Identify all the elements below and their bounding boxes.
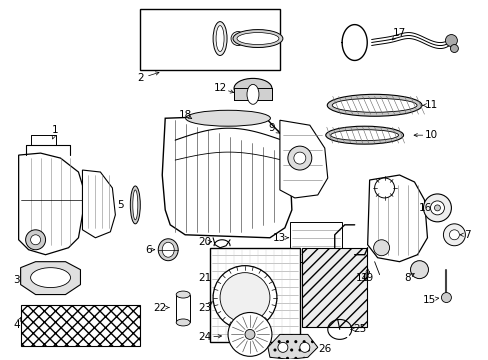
Circle shape [429,201,444,215]
Text: 3: 3 [13,275,20,285]
Circle shape [449,45,457,53]
Bar [20,305,140,346]
Bar [140,9,279,71]
Text: 12: 12 [213,84,226,93]
Text: 6: 6 [144,245,151,255]
Ellipse shape [185,110,270,126]
Ellipse shape [176,319,190,326]
Circle shape [25,230,45,250]
Ellipse shape [330,130,398,141]
Text: 9: 9 [268,123,275,133]
Polygon shape [267,334,317,359]
Ellipse shape [233,30,283,48]
Text: 2: 2 [137,73,143,84]
Text: 10: 10 [424,130,437,140]
Bar [176,294,190,323]
Circle shape [287,146,311,170]
Text: 14: 14 [355,273,368,283]
Ellipse shape [331,98,416,112]
Text: 4: 4 [13,320,20,330]
Text: 21: 21 [198,273,211,283]
Circle shape [374,178,394,198]
Polygon shape [279,120,327,198]
Text: 22: 22 [153,302,166,312]
Circle shape [31,235,41,245]
Ellipse shape [326,94,421,116]
Bar [210,248,299,342]
Text: 1: 1 [52,125,59,135]
Text: 23: 23 [198,302,211,312]
Ellipse shape [31,268,70,288]
Circle shape [410,261,427,279]
Text: 5: 5 [117,200,123,210]
Polygon shape [20,262,81,294]
Ellipse shape [246,84,259,104]
Bar [289,222,341,262]
Polygon shape [82,170,115,238]
Text: 13: 13 [273,233,286,243]
Circle shape [445,35,456,46]
Circle shape [373,240,389,256]
Bar [234,88,271,100]
Text: 11: 11 [424,100,437,110]
Text: 20: 20 [198,237,211,247]
Circle shape [293,152,305,164]
Ellipse shape [325,126,403,144]
Text: 26: 26 [318,345,331,354]
Polygon shape [367,175,427,262]
Text: 24: 24 [198,332,211,342]
Polygon shape [162,115,291,238]
Text: 15: 15 [422,294,435,305]
FancyBboxPatch shape [143,10,211,67]
Circle shape [277,342,287,352]
Text: 18: 18 [178,110,191,120]
Ellipse shape [158,239,178,261]
Circle shape [433,205,440,211]
Circle shape [220,273,269,323]
Circle shape [448,230,458,240]
Circle shape [227,312,271,356]
Circle shape [213,266,276,329]
Circle shape [423,194,450,222]
Ellipse shape [216,26,224,51]
Polygon shape [19,153,85,255]
Circle shape [244,329,254,339]
Circle shape [230,32,244,45]
Circle shape [235,36,241,41]
Text: 8: 8 [404,273,410,283]
Text: 19: 19 [360,273,373,283]
Ellipse shape [130,186,140,224]
Text: 7: 7 [463,230,470,240]
Ellipse shape [234,78,271,98]
Ellipse shape [133,190,138,220]
Text: 25: 25 [352,324,366,334]
Circle shape [299,342,309,352]
Bar [243,318,254,325]
Circle shape [441,293,450,302]
Bar [301,248,366,328]
Ellipse shape [213,22,226,55]
Text: 16: 16 [418,203,431,213]
Circle shape [443,224,465,246]
Ellipse shape [237,32,278,45]
FancyBboxPatch shape [150,18,203,59]
Text: 17: 17 [392,28,406,37]
Ellipse shape [176,291,190,298]
Ellipse shape [162,242,174,257]
